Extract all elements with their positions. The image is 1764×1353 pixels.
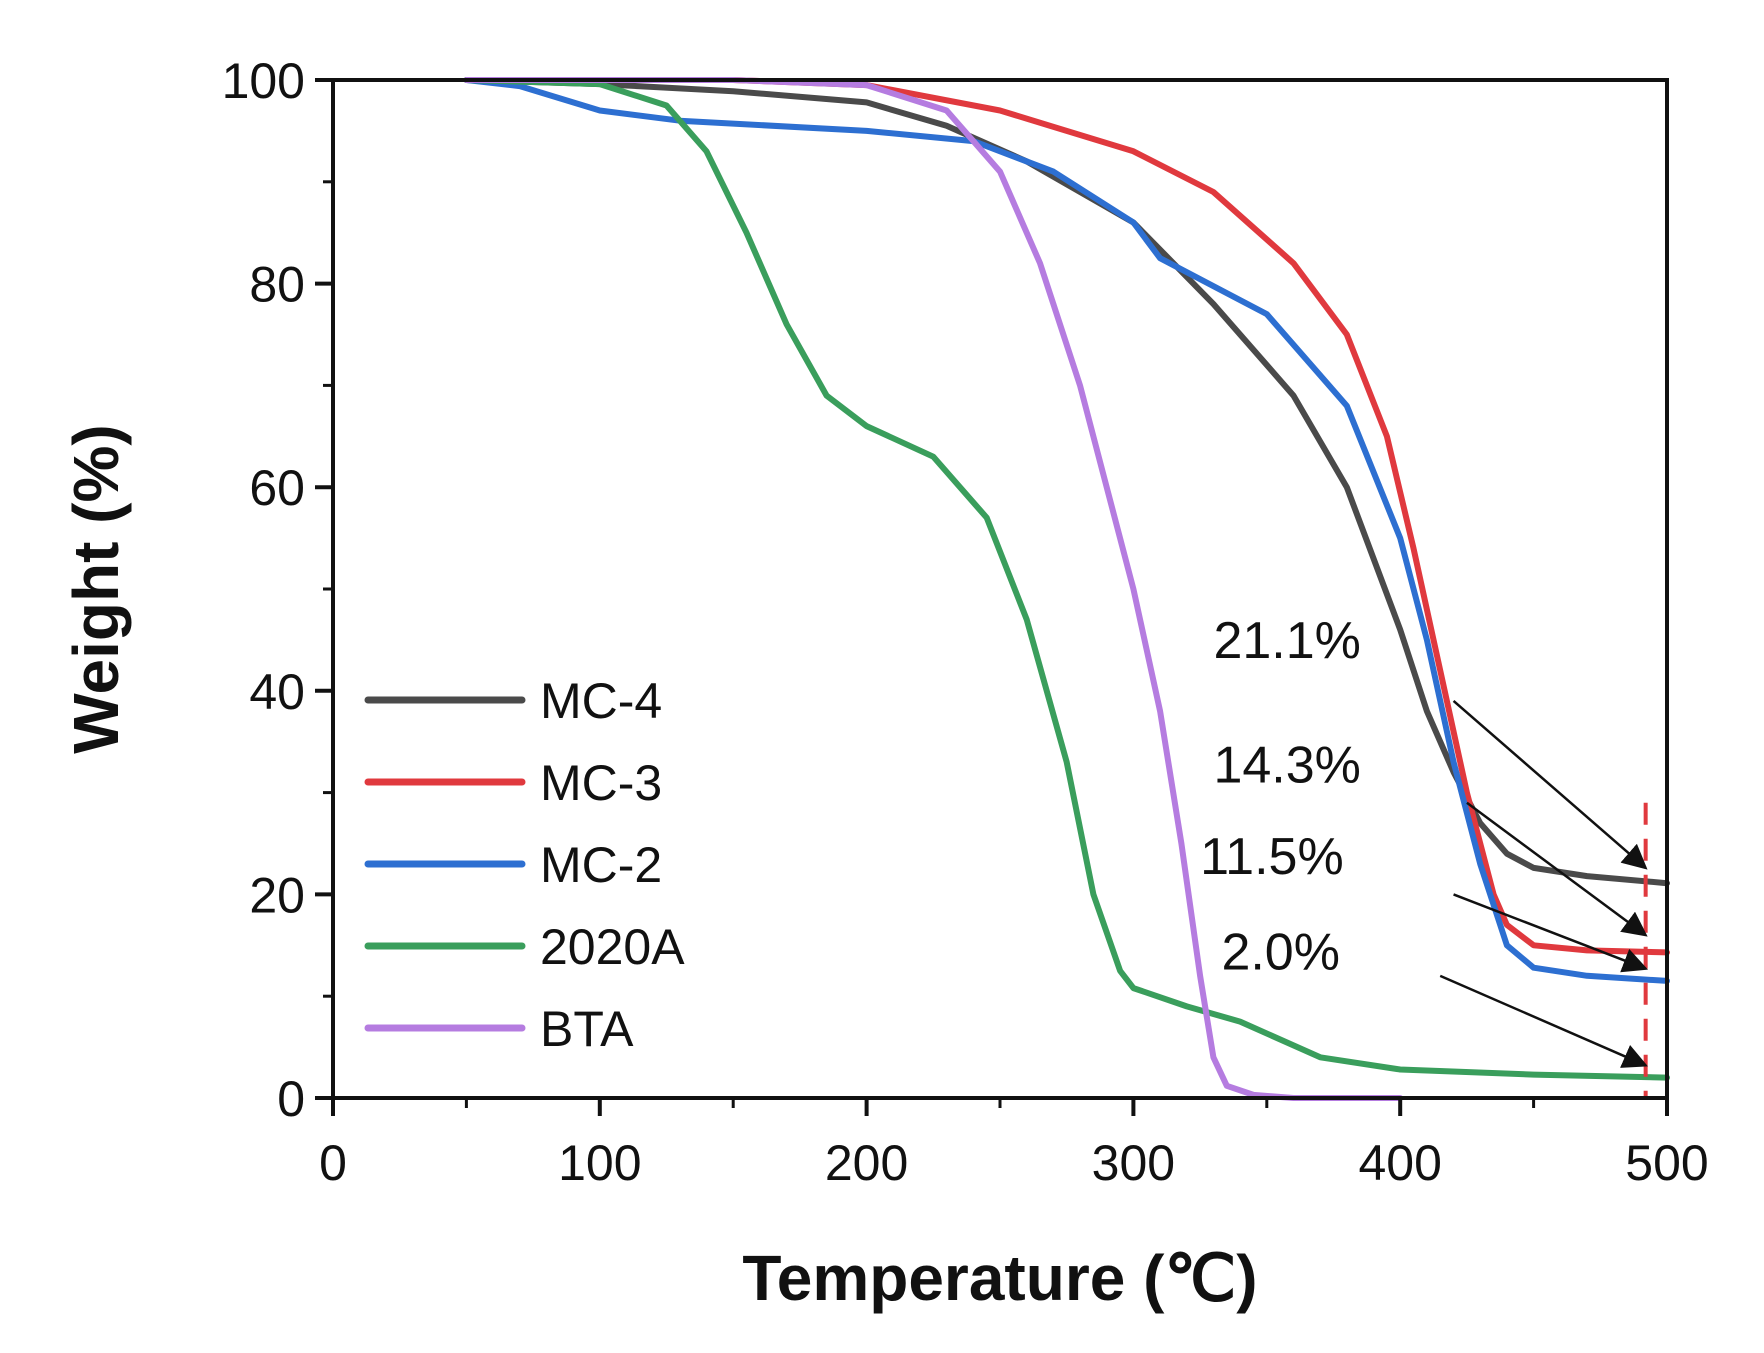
annotation: 2.0% (1221, 924, 1648, 1068)
y-tick-label: 0 (277, 1071, 305, 1127)
annotation: 11.5% (1200, 828, 1648, 973)
y-tick-label: 100 (222, 53, 305, 109)
legend-label: 2020A (540, 919, 685, 975)
series-line-2020a (463, 77, 1670, 1081)
annotations: 21.1% 14.3% 11.5% 2.0% (1200, 612, 1648, 1068)
legend-label: MC-2 (540, 837, 662, 893)
legend-label: BTA (540, 1001, 634, 1057)
annotation-label: 2.0% (1221, 924, 1340, 982)
x-tick-label: 300 (1092, 1135, 1175, 1191)
plot-frame (331, 78, 1669, 1100)
legend-item-mc-3: MC-3 (364, 755, 662, 811)
legend-label: MC-4 (540, 673, 662, 729)
x-tick-label: 200 (825, 1135, 908, 1191)
y-tick-label: 80 (249, 257, 305, 313)
annotation-arrow (1452, 700, 1648, 870)
legend-item-mc-2: MC-2 (364, 837, 662, 893)
y-axis-title: Weight (%) (60, 424, 132, 753)
annotation-arrow (1453, 893, 1648, 973)
legend-label: MC-3 (540, 755, 662, 811)
legend-item-bta: BTA (364, 1001, 634, 1057)
x-axis-ticks: 0 100 200 300 400 500 (319, 1098, 1709, 1191)
plot-lines (463, 77, 1670, 1101)
y-axis-ticks: 0 20 40 60 80 100 (222, 53, 333, 1127)
annotation-label: 11.5% (1200, 828, 1344, 886)
y-tick-label: 20 (249, 867, 305, 923)
y-tick-label: 60 (249, 460, 305, 516)
series-line-mc-4 (463, 77, 1670, 887)
x-tick-label: 0 (319, 1135, 347, 1191)
annotation-label: 14.3% (1213, 736, 1360, 794)
x-tick-label: 500 (1625, 1135, 1708, 1191)
legend-item-mc-4: MC-4 (364, 673, 662, 729)
annotation-arrow (1466, 801, 1648, 937)
annotation-label: 21.1% (1213, 612, 1360, 670)
y-tick-label: 40 (249, 664, 305, 720)
x-tick-label: 100 (558, 1135, 641, 1191)
legend: MC-4 MC-3 MC-2 2020A BTA (364, 673, 685, 1057)
x-axis-title: Temperature (℃) (742, 1242, 1257, 1314)
x-tick-label: 400 (1358, 1135, 1441, 1191)
annotation-arrow (1439, 974, 1648, 1068)
annotation: 14.3% (1213, 736, 1648, 937)
legend-item-2020a: 2020A (364, 919, 685, 975)
annotation: 21.1% (1213, 612, 1648, 870)
series-line-mc-3 (463, 77, 1670, 956)
series-line-bta (463, 77, 1404, 1101)
